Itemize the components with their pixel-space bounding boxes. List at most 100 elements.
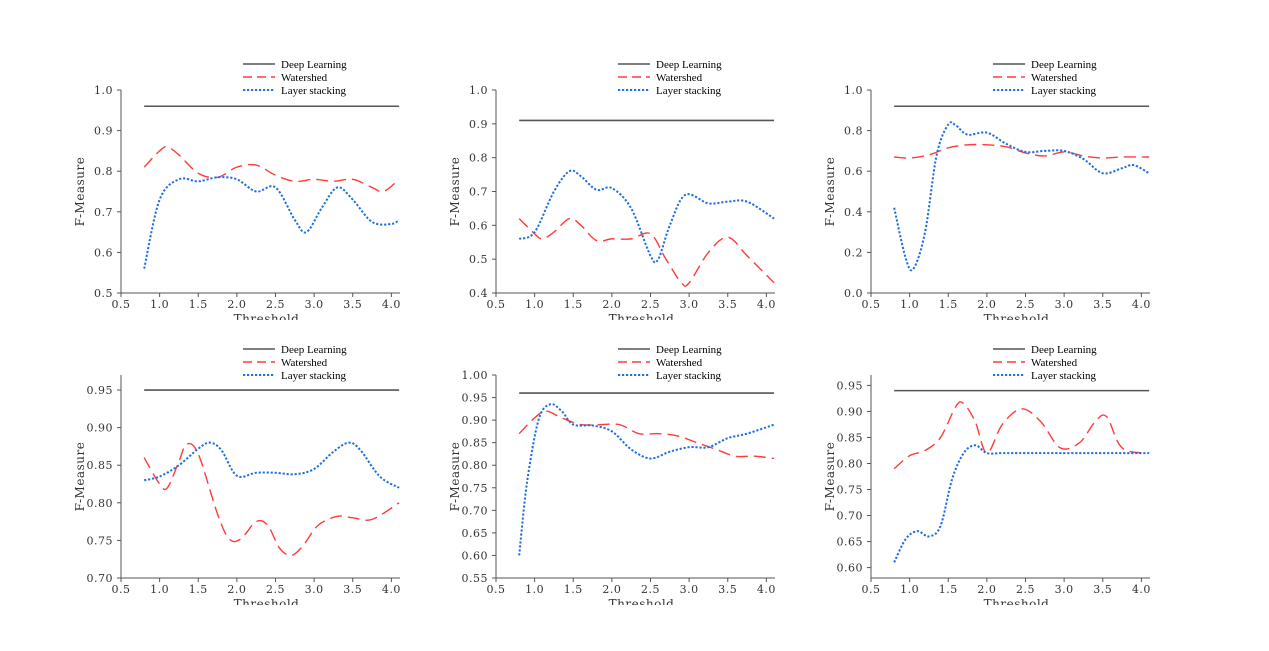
- x-tick-label: 1.0: [525, 583, 544, 596]
- legend-label: Deep Learning: [656, 59, 722, 71]
- x-tick-label: 2.5: [641, 583, 660, 596]
- y-tick-label: 0.65: [462, 527, 489, 540]
- x-tick-label: 1.5: [564, 583, 583, 596]
- y-tick-label: 0.75: [462, 482, 489, 495]
- x-tick-label: 1.0: [900, 298, 919, 311]
- y-tick-label: 1.0: [469, 84, 488, 97]
- chart-svg: 0.51.01.52.02.53.03.54.04.50.00.20.40.60…: [823, 59, 1189, 341]
- legend-label: Watershed: [281, 357, 328, 369]
- y-tick-label: 0.6: [469, 219, 488, 232]
- y-tick-label: 0.80: [462, 459, 489, 472]
- x-tick-label: 2.0: [977, 298, 996, 311]
- legend-label: Watershed: [281, 72, 328, 84]
- series-line-watershed: [518, 217, 775, 287]
- x-tick-label: 1.0: [150, 583, 169, 596]
- legend-label: Deep Learning: [281, 59, 347, 71]
- x-axis-label: Threshold: [234, 597, 300, 605]
- x-tick-label: 0.5: [112, 583, 131, 596]
- y-tick-label: 1.0: [844, 84, 863, 97]
- y-tick-label: 0.70: [837, 510, 864, 523]
- y-tick-label: 0.80: [87, 497, 114, 510]
- x-tick-label: 3.0: [1055, 583, 1074, 596]
- series-line-layer-stacking: [893, 444, 1150, 563]
- x-tick-label: 1.5: [939, 298, 958, 311]
- y-axis-label: F-Measure: [448, 442, 462, 512]
- x-tick-label: 3.0: [680, 583, 699, 596]
- y-tick-label: 1.00: [462, 369, 489, 382]
- y-tick-label: 0.8: [844, 125, 863, 138]
- x-tick-label: 0.5: [487, 298, 506, 311]
- x-tick-label: 3.0: [305, 298, 324, 311]
- legend-label: Layer stacking: [1031, 85, 1097, 97]
- series-line-watershed: [894, 143, 1150, 159]
- legend-label: Layer stacking: [281, 85, 347, 97]
- series-line-layer-stacking: [143, 441, 400, 489]
- y-tick-label: 0.6: [94, 246, 113, 259]
- x-tick-label: 2.0: [602, 583, 621, 596]
- chart-svg: 0.51.01.52.02.53.03.54.04.50.40.50.60.70…: [448, 59, 814, 341]
- chart-panel: 0.51.01.52.02.53.03.54.04.50.550.600.650…: [375, 285, 814, 626]
- y-tick-label: 0.55: [462, 572, 489, 585]
- x-tick-label: 2.5: [266, 583, 285, 596]
- x-tick-label: 3.0: [305, 583, 324, 596]
- legend-label: Deep Learning: [656, 344, 722, 356]
- x-tick-label: 4.0: [757, 583, 775, 596]
- y-axis-label: F-Measure: [823, 157, 837, 227]
- x-tick-label: 2.0: [977, 583, 996, 596]
- y-tick-label: 0.95: [462, 392, 489, 405]
- y-tick-label: 0.85: [87, 459, 114, 472]
- x-tick-label: 4.0: [1132, 298, 1150, 311]
- y-axis-label: F-Measure: [73, 157, 87, 227]
- y-tick-label: 0.5: [94, 287, 113, 300]
- y-tick-label: 0.75: [837, 484, 864, 497]
- legend-label: Layer stacking: [1031, 370, 1097, 382]
- y-tick-label: 1.0: [94, 84, 113, 97]
- series-line-watershed: [143, 442, 400, 557]
- x-tick-label: 2.5: [266, 298, 285, 311]
- chart-svg: 0.51.01.52.02.53.03.54.04.50.600.650.700…: [823, 344, 1189, 626]
- legend-label: Deep Learning: [281, 344, 347, 356]
- x-tick-label: 2.5: [1016, 298, 1035, 311]
- series-line-watershed: [518, 410, 775, 460]
- x-tick-label: 1.5: [189, 298, 208, 311]
- legend-label: Deep Learning: [1031, 344, 1097, 356]
- x-axis-label: Threshold: [609, 597, 675, 605]
- x-tick-label: 2.5: [1016, 583, 1035, 596]
- y-tick-label: 0.0: [844, 287, 863, 300]
- legend-label: Watershed: [1031, 72, 1078, 84]
- series-line-layer-stacking: [518, 403, 775, 556]
- series-line-watershed: [893, 401, 1150, 470]
- x-tick-label: 1.0: [150, 298, 169, 311]
- series-line-layer-stacking: [143, 176, 400, 269]
- series-line-watershed: [143, 145, 400, 193]
- x-tick-label: 2.0: [227, 583, 246, 596]
- chart-panel: 0.51.01.52.02.53.03.54.04.50.00.20.40.60…: [750, 0, 1189, 341]
- legend-label: Layer stacking: [656, 370, 722, 382]
- chart-panel: 0.51.01.52.02.53.03.54.04.50.600.650.700…: [750, 285, 1189, 626]
- chart-svg: 0.51.01.52.02.53.03.54.04.50.50.60.70.80…: [73, 59, 439, 341]
- x-tick-label: 2.5: [641, 298, 660, 311]
- x-tick-label: 3.5: [718, 583, 737, 596]
- x-tick-label: 0.5: [487, 583, 506, 596]
- y-tick-label: 0.90: [87, 422, 114, 435]
- x-tick-label: 4.0: [382, 298, 400, 311]
- series-line-layer-stacking: [518, 169, 775, 264]
- y-tick-label: 0.4: [469, 287, 488, 300]
- legend-label: Deep Learning: [1031, 59, 1097, 71]
- x-tick-label: 4.0: [382, 583, 400, 596]
- y-axis-label: F-Measure: [823, 442, 837, 512]
- y-tick-label: 0.8: [94, 165, 113, 178]
- chart-panel: 0.51.01.52.02.53.03.54.04.50.700.750.800…: [0, 285, 439, 626]
- y-tick-label: 0.70: [462, 504, 489, 517]
- y-tick-label: 0.85: [837, 431, 864, 444]
- legend-label: Watershed: [1031, 357, 1078, 369]
- y-tick-label: 0.85: [462, 437, 489, 450]
- x-tick-label: 1.0: [525, 298, 544, 311]
- y-tick-label: 0.75: [87, 534, 114, 547]
- y-tick-label: 0.2: [844, 246, 863, 259]
- y-tick-label: 0.80: [837, 457, 864, 470]
- legend-label: Layer stacking: [656, 85, 722, 97]
- x-tick-label: 0.5: [862, 583, 881, 596]
- y-tick-label: 0.7: [94, 206, 113, 219]
